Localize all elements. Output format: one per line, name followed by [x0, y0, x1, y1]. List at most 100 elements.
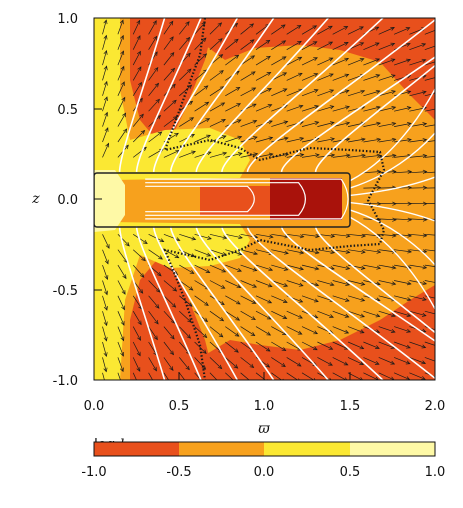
velocity-vector-head	[103, 367, 108, 373]
velocity-vector-head	[359, 26, 364, 31]
velocity-vector	[332, 280, 350, 286]
velocity-vector	[271, 88, 287, 97]
velocity-vector	[148, 357, 157, 371]
velocity-vector-head	[315, 234, 320, 239]
contour-level-pale	[94, 170, 125, 232]
velocity-vector-head	[119, 367, 124, 373]
velocity-vector-head	[235, 86, 241, 91]
velocity-vector-head	[185, 382, 189, 386]
velocity-vector	[332, 341, 349, 350]
velocity-vector-head	[122, 112, 127, 118]
velocity-vector	[409, 233, 427, 237]
velocity-vector-head	[221, 135, 227, 140]
velocity-vector-head	[120, 351, 125, 357]
velocity-vector	[148, 36, 157, 50]
velocity-vector	[332, 295, 350, 302]
velocity-vector-head	[174, 254, 180, 259]
x-tick-label: 0.0	[84, 399, 105, 414]
velocity-vector	[271, 249, 289, 254]
velocity-vector	[209, 326, 224, 338]
velocity-vector-head	[155, 288, 161, 293]
velocity-vector	[347, 26, 364, 35]
velocity-vector-head	[188, 286, 194, 291]
velocity-vector	[179, 280, 194, 291]
velocity-vector	[117, 50, 124, 66]
velocity-vector	[102, 66, 107, 81]
velocity-vector	[179, 68, 192, 81]
velocity-vector-head	[421, 312, 427, 317]
field-line	[280, 56, 435, 173]
velocity-vector-head	[201, 365, 207, 370]
velocity-vector-head	[344, 42, 349, 46]
velocity-vector-head	[282, 88, 288, 93]
velocity-vector	[317, 122, 335, 127]
velocity-vector-head	[281, 347, 287, 352]
velocity-vector	[240, 136, 258, 143]
velocity-vector-head	[138, 97, 143, 103]
velocity-vector-head	[344, 313, 350, 318]
velocity-vector	[394, 139, 412, 143]
velocity-vector-head	[406, 328, 412, 333]
velocity-vector-head	[155, 98, 160, 104]
velocity-vector-head	[169, 366, 174, 371]
velocity-vector	[117, 311, 125, 326]
velocity-vector	[209, 38, 223, 50]
velocity-vector	[409, 249, 427, 253]
velocity-vector	[378, 357, 395, 365]
velocity-vector	[301, 154, 320, 158]
field-line	[246, 226, 435, 380]
velocity-vector	[378, 218, 397, 221]
velocity-vector	[424, 280, 435, 283]
velocity-vector	[179, 357, 190, 370]
velocity-vector-head	[169, 36, 174, 41]
velocity-vector-head	[359, 42, 365, 47]
velocity-vector-head	[123, 128, 128, 133]
velocity-vector-head	[206, 151, 212, 156]
velocity-vector	[332, 310, 349, 318]
velocity-vector	[332, 357, 348, 366]
velocity-vector-head	[103, 336, 108, 342]
velocity-vector-head	[120, 65, 125, 71]
velocity-vector-head	[236, 103, 242, 108]
velocity-vector	[378, 90, 396, 97]
velocity-vector	[225, 372, 234, 380]
velocity-vector-head	[313, 73, 319, 77]
velocity-vector	[163, 116, 178, 127]
velocity-vector	[424, 171, 435, 174]
velocity-vector-head	[172, 99, 177, 105]
velocity-vector	[286, 372, 299, 380]
velocity-vector	[378, 74, 396, 81]
velocity-vector-head	[268, 120, 273, 125]
velocity-vector-head	[267, 104, 273, 108]
velocity-vector-head	[253, 136, 258, 141]
y-tick-label: 0.5	[57, 103, 78, 118]
velocity-vector	[255, 233, 273, 238]
velocity-vector-head	[297, 72, 303, 77]
velocity-vector-head	[374, 376, 379, 380]
velocity-vector-head	[405, 360, 411, 365]
velocity-vector-head	[437, 345, 441, 348]
velocity-vector-head	[438, 218, 442, 222]
velocity-vector	[271, 56, 287, 66]
velocity-vector-head	[104, 383, 107, 387]
velocity-vector	[194, 233, 212, 240]
velocity-vector-head	[220, 284, 226, 289]
velocity-vector	[378, 187, 397, 189]
velocity-vector	[163, 68, 175, 81]
velocity-vector-head	[217, 381, 221, 385]
velocity-vector-head	[152, 366, 157, 372]
velocity-vector	[163, 326, 175, 340]
x-axis: 0.0 0.5 1.0 1.5 2.0 ϖ	[84, 372, 445, 437]
velocity-vector-head	[407, 169, 413, 174]
velocity-vector	[286, 25, 301, 35]
velocity-vector-head	[217, 364, 223, 370]
velocity-vector	[394, 218, 412, 221]
velocity-vector-head	[313, 330, 319, 335]
velocity-vector	[194, 69, 208, 81]
velocity-vector	[317, 57, 333, 66]
velocity-vector	[117, 341, 124, 357]
colorbar-bin	[179, 442, 264, 456]
velocity-vector-head	[328, 41, 334, 46]
y-tick-label: -0.5	[53, 284, 78, 299]
velocity-vector-head	[190, 134, 196, 138]
